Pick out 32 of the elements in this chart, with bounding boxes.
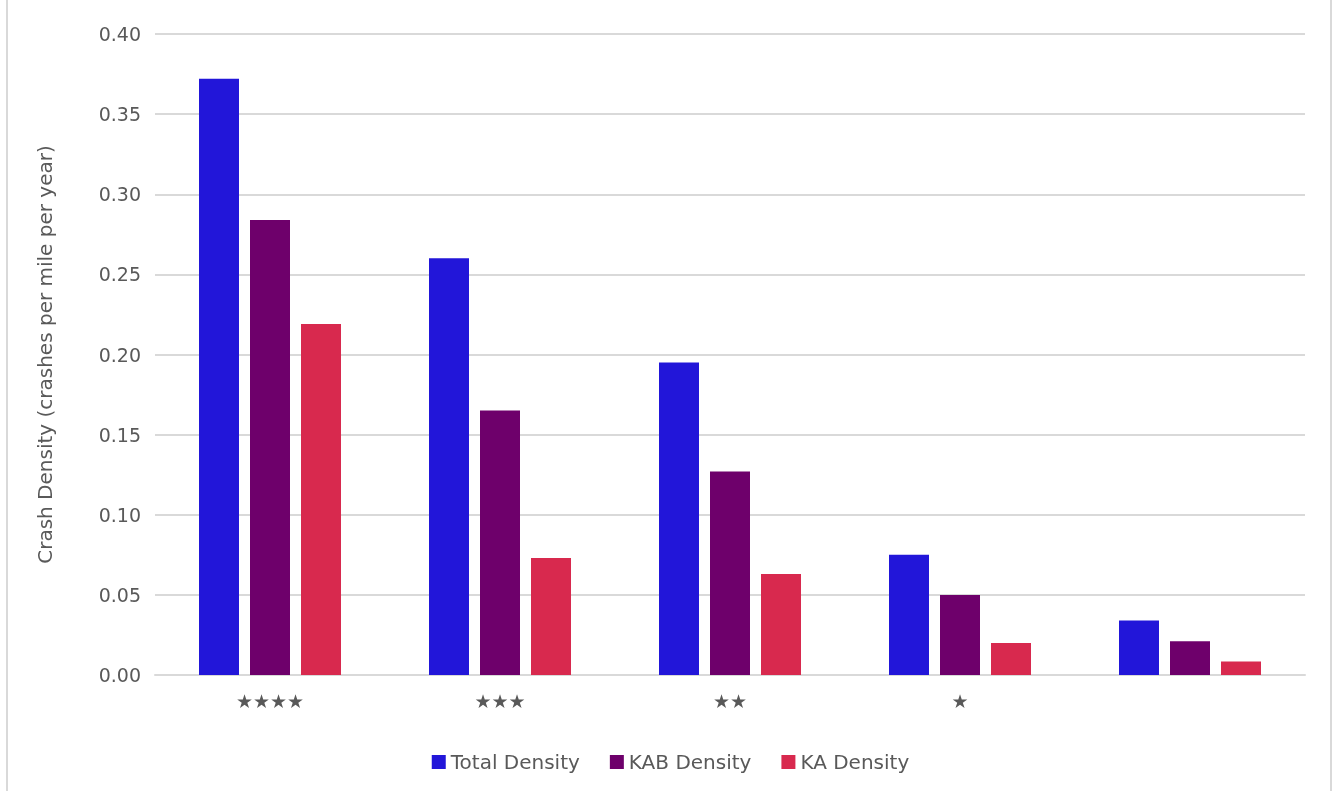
y-tick-label: 0.05 (98, 583, 141, 606)
y-tick-label: 0.30 (98, 183, 141, 206)
x-tick-label: ★★ (712, 689, 748, 712)
y-tick-label: 0.25 (98, 263, 141, 286)
bar (250, 219, 290, 675)
bar (1119, 620, 1159, 675)
bar (1170, 641, 1210, 675)
y-axis-title: Crash Density (crashes per mile per year) (33, 145, 57, 564)
y-tick-label: 0.15 (98, 423, 141, 446)
y-tick-label: 0.00 (98, 664, 141, 686)
bar (940, 594, 980, 675)
legend-label: Total Density (449, 750, 581, 774)
y-tick-label: 0.10 (98, 503, 141, 526)
x-tick-label: ★ (951, 689, 969, 712)
x-tick-label: ★★★★ (235, 689, 305, 712)
bar (531, 558, 571, 675)
y-tick-label: 0.35 (98, 103, 141, 126)
bar (199, 78, 239, 675)
bar (889, 554, 929, 675)
y-tick-label: 0.40 (98, 23, 141, 45)
bar (480, 410, 520, 675)
bar (429, 258, 469, 675)
legend-label: KAB Density (628, 750, 752, 774)
bar (301, 324, 341, 675)
bar (710, 471, 750, 675)
x-tick-label: ★★★ (474, 689, 526, 712)
bar (991, 642, 1031, 675)
y-tick-label: 0.20 (98, 343, 141, 366)
bar (1221, 661, 1261, 675)
bar (659, 362, 699, 675)
bar (761, 574, 801, 675)
legend-label: KA Density (800, 750, 910, 774)
